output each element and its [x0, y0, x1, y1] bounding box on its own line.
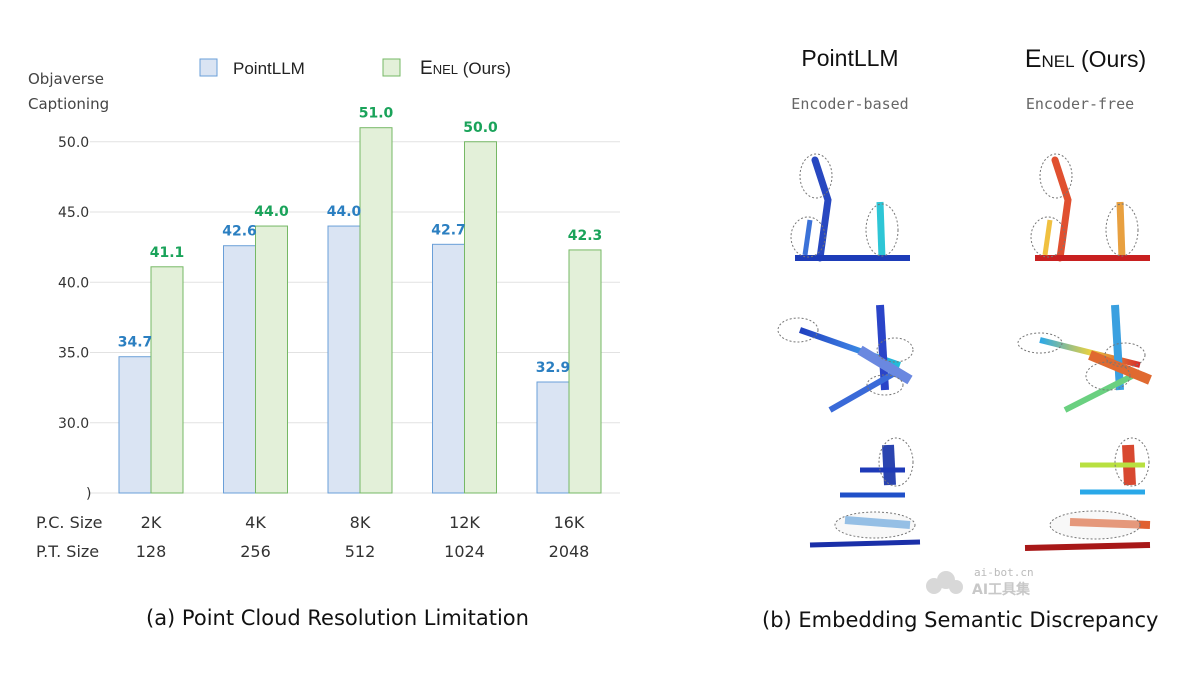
watermark-line1: ai-bot.cn	[974, 566, 1034, 579]
x-category-pt-size: 128	[136, 542, 167, 561]
chair2-pointcloud-encoder-free	[1024, 437, 1151, 551]
x-category-pc-size: 2K	[141, 513, 162, 532]
y-tick-label: 50.0	[58, 135, 89, 151]
y-tick-label: 45.0	[58, 205, 89, 221]
data-label-pointllm: 34.7	[118, 335, 153, 351]
bar-pointllm	[223, 245, 256, 494]
caption-left: (a) Point Cloud Resolution Limitation	[146, 606, 529, 630]
pointllm-column-subtitle: Encoder-based	[791, 95, 909, 113]
x-category-pc-size: 12K	[449, 513, 480, 532]
y-tick-label: 30.0	[58, 416, 89, 432]
bar-enel	[150, 266, 184, 494]
data-label-enel: 51.0	[359, 106, 394, 122]
data-label-enel: 50.0	[463, 120, 498, 136]
caption-right: (b) Embedding Semantic Discrepancy	[762, 608, 1159, 632]
x-category-pc-size: 4K	[245, 513, 266, 532]
bar-chart: 30.0 35.0 40.0 45.0 50.0) 34.7 41.1 42.6 44.0 44…	[28, 58, 620, 561]
y-tick-label: 35.0	[58, 346, 89, 362]
y-axis-label-line2: Captioning	[28, 95, 109, 113]
legend-label-enel: ENEL (Ours)	[420, 58, 511, 79]
axis-break-mark: )	[86, 486, 91, 502]
x-axis-categories: P.C. Size P.T. Size 2K 128 4K 256 8K 512 12K 1024…	[36, 513, 589, 561]
x-category-pt-size: 1024	[444, 542, 485, 561]
watermark: ai-bot.cn AI工具集	[922, 566, 1042, 600]
bar-enel	[255, 225, 288, 494]
bar-pointllm	[118, 356, 152, 494]
y-tick-label: 40.0	[58, 275, 89, 291]
x-category-pt-size: 2048	[549, 542, 590, 561]
chair2-pointcloud-encoder-based	[809, 437, 921, 548]
y-axis-label-line1: Objaverse	[28, 70, 104, 88]
legend-swatch-pointllm	[199, 58, 218, 77]
bar-pointllm	[432, 243, 465, 494]
bars	[118, 127, 602, 494]
bar-enel	[464, 141, 497, 494]
bar-enel	[359, 127, 393, 494]
data-label-pointllm: 44.0	[327, 204, 362, 220]
data-label-enel: 41.1	[150, 245, 185, 261]
legend-label-pointllm: PointLLM	[233, 59, 305, 78]
y-axis-ticks: 30.0 35.0 40.0 45.0 50.0)	[58, 135, 91, 502]
bar-pointllm	[536, 381, 570, 494]
data-label-pointllm: 42.7	[431, 222, 466, 238]
bar-pointllm	[327, 225, 361, 494]
x-category-pc-size: 16K	[554, 513, 585, 532]
bar-enel	[568, 249, 602, 494]
row-label-pt-size: P.T. Size	[36, 542, 99, 561]
enel-column-subtitle: Encoder-free	[1025, 95, 1135, 113]
chair-pointcloud-encoder-based	[790, 153, 910, 262]
row-label-pc-size: P.C. Size	[36, 513, 102, 532]
data-label-enel: 42.3	[568, 228, 603, 244]
x-category-pt-size: 256	[240, 542, 271, 561]
watermark-logo-icon	[926, 571, 963, 594]
watermark-line2: AI工具集	[972, 582, 1031, 598]
chair-pointcloud-encoder-free	[1030, 153, 1150, 262]
point-cloud-illustrations	[777, 153, 1152, 551]
pointllm-column-title: PointLLM	[801, 45, 899, 71]
data-label-enel: 44.0	[254, 204, 289, 220]
data-label-pointllm: 32.9	[536, 360, 571, 376]
enel-column-title: ENEL (Ours)	[1024, 45, 1147, 73]
data-label-pointllm: 42.6	[222, 224, 257, 240]
airplane-pointcloud-encoder-based	[777, 304, 914, 413]
x-category-pt-size: 512	[345, 542, 376, 561]
airplane-pointcloud-encoder-free	[1017, 304, 1152, 413]
x-category-pc-size: 8K	[350, 513, 371, 532]
data-labels: 34.7 41.1 42.6 44.0 44.0 51.0 42.7 50.0 32.9 42.3	[118, 106, 603, 376]
legend: PointLLM ENEL (Ours)	[199, 58, 511, 79]
legend-swatch-enel	[382, 58, 401, 77]
